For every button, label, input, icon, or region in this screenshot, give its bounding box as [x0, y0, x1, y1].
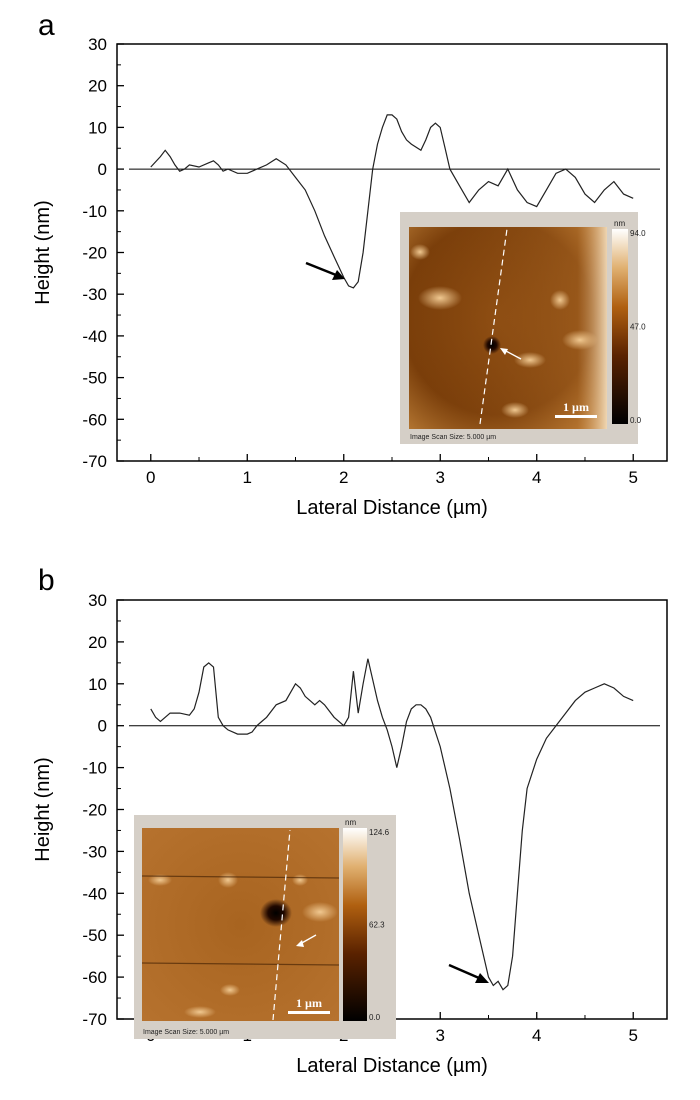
y-tick-label: -70	[82, 1010, 107, 1029]
y-tick-label: 10	[88, 118, 107, 137]
y-tick-label: 20	[88, 633, 107, 652]
panel-a: a 30 20 10 0 -10 -20 -30 -40 -50 -60 -70 0 1 2 3 4 5 Later…	[32, 9, 668, 519]
white-arrow-head	[296, 940, 304, 947]
y-tick-label: -20	[82, 801, 107, 820]
afm-feature	[218, 872, 238, 888]
colorbar-tick-label: 0.0	[369, 1013, 381, 1022]
x-tick-label: 3	[436, 468, 445, 487]
series-line	[150, 114, 634, 289]
x-tick-label: 3	[436, 1026, 445, 1045]
afm-image	[142, 828, 339, 1021]
y-tick-label: 30	[88, 591, 107, 610]
panel-letter: a	[38, 9, 55, 42]
x-tick-label: 0	[146, 468, 155, 487]
y-tick-label: 10	[88, 675, 107, 694]
colorbar-tick-label: 47.0	[630, 323, 646, 332]
scale-bar-label: 1 µm	[563, 400, 589, 414]
scan-line	[272, 829, 291, 1021]
white-arrow-head	[500, 348, 508, 355]
x-tick-label: 4	[532, 1026, 541, 1045]
colorbar-tick-label: 124.6	[369, 828, 390, 837]
y-tick-label: 0	[98, 717, 107, 736]
y-axis-label: Height (nm)	[32, 200, 54, 304]
y-tick-label: -10	[82, 202, 107, 221]
y-tick-label: -70	[82, 452, 107, 471]
y-tick-label: -10	[82, 759, 107, 778]
afm-pit	[260, 899, 292, 927]
afm-feature	[514, 352, 546, 368]
y-tick-label: -50	[82, 369, 107, 388]
afm-feature	[562, 330, 598, 350]
y-tick-label: -60	[82, 968, 107, 987]
y-tick-label: 20	[88, 77, 107, 96]
y-axis-label: Height (nm)	[32, 757, 54, 861]
scan-line	[479, 228, 508, 425]
black-arrow-head	[475, 973, 489, 983]
y-tick-label: -40	[82, 884, 107, 903]
y-tick-label: -60	[82, 410, 107, 429]
colorbar	[343, 828, 367, 1021]
y-tick-label: -30	[82, 842, 107, 861]
afm-pit	[483, 336, 501, 354]
y-tick-label: -50	[82, 926, 107, 945]
afm-feature	[302, 902, 338, 922]
y-tick-label: -20	[82, 244, 107, 263]
colorbar-tick-label: 0.0	[630, 416, 642, 425]
black-arrow-head	[332, 270, 345, 280]
afm-streak	[141, 875, 340, 879]
x-axis-label: Lateral Distance (µm)	[296, 497, 488, 519]
afm-image-edge	[409, 227, 607, 429]
x-tick-label: 5	[628, 468, 637, 487]
y-tick-label: -30	[82, 285, 107, 304]
black-arrow	[448, 963, 480, 980]
y-tick-label: -40	[82, 327, 107, 346]
x-tick-label: 2	[339, 468, 348, 487]
colorbar-unit: nm	[614, 219, 625, 228]
panel-letter: b	[38, 564, 55, 597]
colorbar	[612, 229, 628, 424]
colorbar-unit: nm	[345, 818, 356, 827]
afm-feature	[418, 286, 462, 310]
colorbar-tick-label: 62.3	[369, 921, 385, 930]
x-tick-label: 4	[532, 468, 541, 487]
series-line	[150, 658, 634, 991]
afm-streak	[141, 962, 340, 966]
x-tick-label: 1	[243, 468, 252, 487]
scale-bar-label: 1 µm	[296, 996, 322, 1010]
scale-bar	[555, 415, 597, 418]
afm-feature	[501, 402, 529, 418]
afm-feature	[410, 244, 430, 260]
afm-feature	[292, 874, 308, 886]
panel-b: b3020100-10-20-30-40-50-60-70012345Later…	[32, 564, 668, 1077]
white-arrow	[503, 349, 522, 360]
black-arrow	[305, 261, 337, 277]
scale-bar	[288, 1011, 330, 1014]
x-axis-label: Lateral Distance (µm)	[296, 1055, 488, 1077]
colorbar-tick-label: 94.0	[630, 229, 646, 238]
afm-inset: 1 µm nm 124.6 62.3 0.0 Image Scan Size: 5.000…	[134, 815, 396, 1039]
afm-feature	[550, 290, 570, 310]
afm-feature	[184, 1006, 216, 1018]
afm-feature	[220, 984, 240, 996]
y-tick-label: 30	[88, 35, 107, 54]
afm-inset: 1 µm nm 94.0 47.0 0.0 Image Scan Size: 5.000 …	[400, 212, 646, 444]
y-tick-label: 0	[98, 160, 107, 179]
inset-caption: Image Scan Size: 5.000 µm	[410, 434, 496, 441]
x-tick-label: 5	[628, 1026, 637, 1045]
inset-caption: Image Scan Size: 5.000 µm	[143, 1029, 229, 1036]
afm-feature	[148, 874, 172, 886]
